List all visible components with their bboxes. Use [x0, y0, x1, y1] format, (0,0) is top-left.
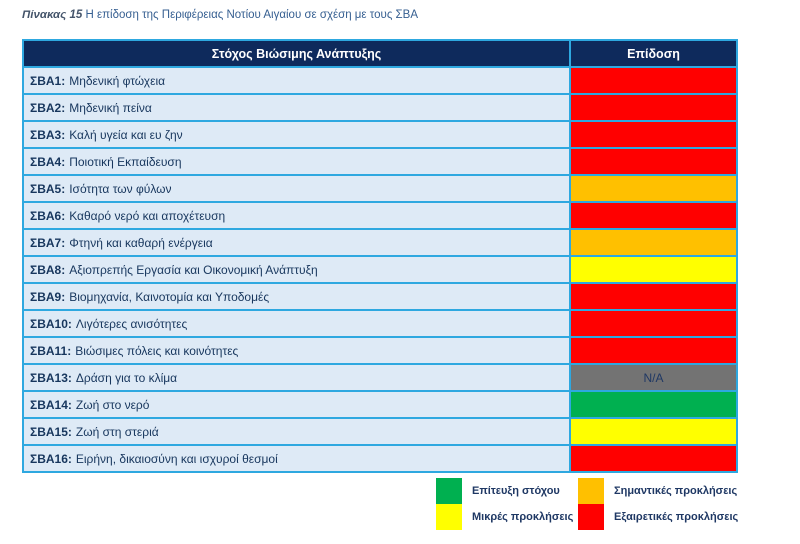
performance-cell — [569, 149, 736, 174]
table-row: ΣΒΑ13: Δράση για το κλίμα N/A — [24, 363, 736, 390]
table-header-row: Στόχος Βιώσιμης Ανάπτυξης Επίδοση — [24, 41, 736, 66]
legend-label: Επίτευξη στόχου — [472, 485, 560, 497]
legend-item: Επίτευξη στόχου — [436, 478, 573, 504]
performance-cell — [569, 257, 736, 282]
goal-cell: ΣΒΑ10: Λιγότερες ανισότητες — [24, 311, 569, 336]
table-row: ΣΒΑ2: Μηδενική πείνα — [24, 93, 736, 120]
goal-cell: ΣΒΑ11: Βιώσιμες πόλεις και κοινότητες — [24, 338, 569, 363]
caption-number: Πίνακας 15 — [22, 9, 83, 21]
table-row: ΣΒΑ3: Καλή υγεία και ευ ζην — [24, 120, 736, 147]
legend: Επίτευξη στόχου Μικρές προκλήσεις Σημαντ… — [0, 478, 800, 538]
goal-code: ΣΒΑ6: — [30, 208, 66, 223]
goal-label: Αξιοπρεπής Εργασία και Οικονομική Ανάπτυ… — [69, 262, 318, 277]
goal-label: Βιώσιμες πόλεις και κοινότητες — [75, 343, 239, 358]
goal-cell: ΣΒΑ13: Δράση για το κλίμα — [24, 365, 569, 390]
legend-group-left: Επίτευξη στόχου Μικρές προκλήσεις — [436, 478, 573, 530]
table-row: ΣΒΑ7: Φτηνή και καθαρή ενέργεια — [24, 228, 736, 255]
performance-cell — [569, 392, 736, 417]
table-row: ΣΒΑ10: Λιγότερες ανισότητες — [24, 309, 736, 336]
legend-item: Μικρές προκλήσεις — [436, 504, 573, 530]
goal-code: ΣΒΑ16: — [30, 451, 72, 466]
table-row: ΣΒΑ16: Ειρήνη, δικαιοσύνη και ισχυροί θε… — [24, 444, 736, 471]
goal-code: ΣΒΑ1: — [30, 73, 66, 88]
table-row: ΣΒΑ5: Ισότητα των φύλων — [24, 174, 736, 201]
green-swatch-icon — [436, 478, 462, 504]
legend-label: Μικρές προκλήσεις — [472, 511, 574, 523]
table-row: ΣΒΑ4: Ποιοτική Εκπαίδευση — [24, 147, 736, 174]
goal-code: ΣΒΑ13: — [30, 370, 72, 385]
performance-cell — [569, 122, 736, 147]
yellow-swatch-icon — [436, 504, 462, 530]
goal-label: Ισότητα των φύλων — [69, 181, 172, 196]
table-row: ΣΒΑ14: Ζωή στο νερό — [24, 390, 736, 417]
goal-label: Μηδενική φτώχεια — [69, 73, 166, 88]
goal-label: Ποιοτική Εκπαίδευση — [69, 154, 182, 169]
table-row: ΣΒΑ6: Καθαρό νερό και αποχέτευση — [24, 201, 736, 228]
goal-cell: ΣΒΑ15: Ζωή στη στεριά — [24, 419, 569, 444]
header-performance-column: Επίδοση — [569, 41, 736, 66]
goal-label: Ζωή στη στεριά — [75, 424, 159, 439]
goal-cell: ΣΒΑ6: Καθαρό νερό και αποχέτευση — [24, 203, 569, 228]
goal-code: ΣΒΑ3: — [30, 127, 66, 142]
sdg-performance-table: Στόχος Βιώσιμης Ανάπτυξης Επίδοση ΣΒΑ1: … — [22, 39, 738, 473]
header-goal-column: Στόχος Βιώσιμης Ανάπτυξης — [211, 46, 382, 61]
goal-cell: ΣΒΑ2: Μηδενική πείνα — [24, 95, 569, 120]
legend-label: Εξαιρετικές προκλήσεις — [614, 511, 739, 523]
legend-item: Εξαιρετικές προκλήσεις — [578, 504, 738, 530]
legend-item: Σημαντικές προκλήσεις — [578, 478, 738, 504]
table-row: ΣΒΑ8: Αξιοπρεπής Εργασία και Οικονομική … — [24, 255, 736, 282]
goal-label: Ειρήνη, δικαιοσύνη και ισχυροί θεσμοί — [75, 451, 278, 466]
goal-cell: ΣΒΑ9: Βιομηχανία, Καινοτομία και Υποδομέ… — [24, 284, 569, 309]
goal-code: ΣΒΑ4: — [30, 154, 66, 169]
goal-code: ΣΒΑ8: — [30, 262, 66, 277]
goal-code: ΣΒΑ2: — [30, 100, 66, 115]
goal-label: Δράση για το κλίμα — [75, 370, 178, 385]
goal-label: Καλή υγεία και ευ ζην — [69, 127, 183, 142]
goal-code: ΣΒΑ14: — [30, 397, 72, 412]
goal-label: Μηδενική πείνα — [69, 100, 152, 115]
performance-cell — [569, 419, 736, 444]
table-caption: Πίνακας 15 Η επίδοση της Περιφέρειας Νοτ… — [22, 8, 800, 23]
goal-cell: ΣΒΑ5: Ισότητα των φύλων — [24, 176, 569, 201]
red-swatch-icon — [578, 504, 604, 530]
goal-cell: ΣΒΑ16: Ειρήνη, δικαιοσύνη και ισχυροί θε… — [24, 446, 569, 471]
orange-swatch-icon — [578, 478, 604, 504]
goal-code: ΣΒΑ10: — [30, 316, 72, 331]
performance-cell — [569, 68, 736, 93]
goal-cell: ΣΒΑ14: Ζωή στο νερό — [24, 392, 569, 417]
table-row: ΣΒΑ15: Ζωή στη στεριά — [24, 417, 736, 444]
goal-label: Φτηνή και καθαρή ενέργεια — [69, 235, 213, 250]
goal-label: Ζωή στο νερό — [75, 397, 150, 412]
goal-cell: ΣΒΑ3: Καλή υγεία και ευ ζην — [24, 122, 569, 147]
goal-cell: ΣΒΑ1: Μηδενική φτώχεια — [24, 68, 569, 93]
goal-code: ΣΒΑ5: — [30, 181, 66, 196]
legend-group-right: Σημαντικές προκλήσεις Εξαιρετικές προκλή… — [578, 478, 738, 530]
goal-code: ΣΒΑ7: — [30, 235, 66, 250]
performance-cell — [569, 446, 736, 471]
performance-cell — [569, 176, 736, 201]
performance-cell — [569, 311, 736, 336]
goal-label: Βιομηχανία, Καινοτομία και Υποδομές — [69, 289, 270, 304]
legend-label: Σημαντικές προκλήσεις — [614, 485, 738, 497]
table-row: ΣΒΑ1: Μηδενική φτώχεια — [24, 66, 736, 93]
goal-cell: ΣΒΑ7: Φτηνή και καθαρή ενέργεια — [24, 230, 569, 255]
goal-code: ΣΒΑ15: — [30, 424, 72, 439]
goal-cell: ΣΒΑ4: Ποιοτική Εκπαίδευση — [24, 149, 569, 174]
goal-label: Καθαρό νερό και αποχέτευση — [69, 208, 226, 223]
goal-label: Λιγότερες ανισότητες — [75, 316, 188, 331]
performance-cell — [569, 284, 736, 309]
performance-cell — [569, 230, 736, 255]
performance-cell: N/A — [569, 365, 736, 390]
performance-cell — [569, 203, 736, 228]
performance-cell — [569, 95, 736, 120]
performance-cell — [569, 338, 736, 363]
table-body: ΣΒΑ1: Μηδενική φτώχεια ΣΒΑ2: Μηδενική πε… — [24, 66, 736, 471]
caption-text: Η επίδοση της Περιφέρειας Νοτίου Αιγαίου… — [85, 9, 419, 21]
goal-code: ΣΒΑ11: — [30, 343, 72, 358]
goal-cell: ΣΒΑ8: Αξιοπρεπής Εργασία και Οικονομική … — [24, 257, 569, 282]
goal-code: ΣΒΑ9: — [30, 289, 66, 304]
table-row: ΣΒΑ9: Βιομηχανία, Καινοτομία και Υποδομέ… — [24, 282, 736, 309]
table-row: ΣΒΑ11: Βιώσιμες πόλεις και κοινότητες — [24, 336, 736, 363]
